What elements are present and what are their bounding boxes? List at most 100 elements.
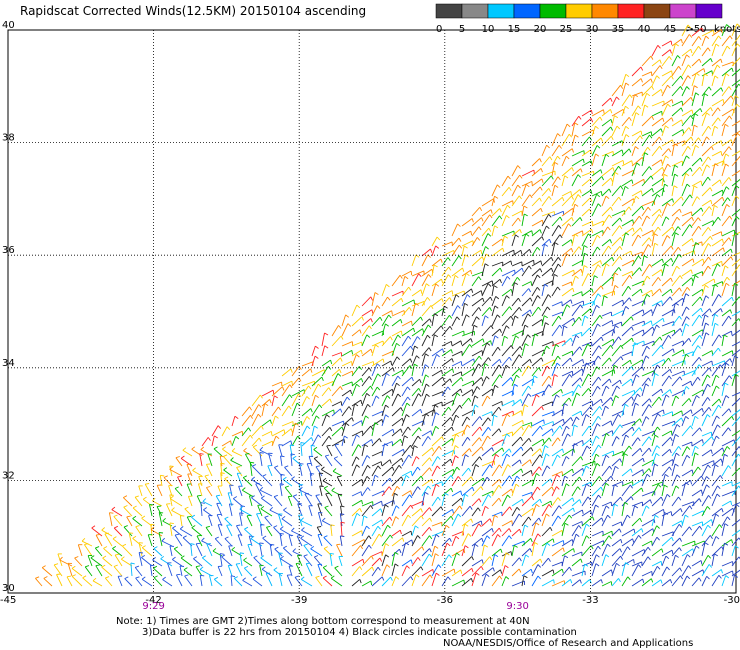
wind-barb bbox=[641, 294, 648, 307]
wind-barb bbox=[273, 496, 283, 507]
wind-barb bbox=[300, 579, 313, 587]
wind-barb-flag bbox=[392, 367, 395, 372]
wind-barb-flag bbox=[614, 325, 619, 329]
wind-barb-flag bbox=[661, 548, 664, 553]
wind-barb-flag bbox=[647, 147, 651, 151]
wind-barb bbox=[721, 382, 726, 397]
wind-barb-flag bbox=[650, 309, 653, 314]
wind-barb bbox=[551, 286, 558, 297]
wind-barb bbox=[228, 545, 233, 557]
wind-barb bbox=[461, 358, 474, 367]
wind-barb bbox=[581, 228, 592, 237]
wind-barb bbox=[621, 502, 625, 517]
wind-barb-flag bbox=[685, 353, 690, 358]
wind-barb bbox=[691, 475, 702, 487]
wind-barb bbox=[351, 399, 362, 407]
wind-barb bbox=[351, 513, 358, 527]
wind-barb-flag bbox=[627, 546, 631, 551]
wind-barb bbox=[511, 399, 521, 407]
wind-barb bbox=[701, 555, 709, 567]
wind-barb bbox=[441, 469, 454, 477]
wind-barb-flag bbox=[662, 318, 665, 323]
wind-barb-flag bbox=[518, 297, 521, 302]
wind-barb-flag bbox=[371, 309, 374, 314]
wind-barb-flag bbox=[635, 402, 639, 406]
wind-barb-flag bbox=[600, 137, 604, 142]
wind-barbs bbox=[35, 23, 740, 587]
wind-barb bbox=[701, 519, 712, 527]
wind-barb-flag bbox=[424, 364, 429, 368]
wind-barb bbox=[451, 244, 460, 257]
wind-barb bbox=[229, 484, 233, 497]
wind-barb bbox=[601, 328, 615, 337]
wind-barb-flag bbox=[576, 392, 581, 396]
wind-barb-flag bbox=[249, 406, 252, 411]
wind-barb bbox=[671, 485, 677, 497]
wind-barb-flag bbox=[291, 476, 295, 480]
wind-barb-flag bbox=[351, 350, 354, 355]
wind-barb bbox=[411, 364, 415, 377]
wind-barb-flag bbox=[658, 214, 663, 218]
wind-barb-flag bbox=[401, 458, 404, 463]
wind-barb-flag bbox=[374, 474, 379, 478]
wind-barb-flag bbox=[680, 86, 683, 91]
wind-barb-flag bbox=[574, 233, 579, 237]
wind-barb bbox=[591, 366, 598, 377]
wind-barb-flag bbox=[112, 536, 117, 540]
wind-barb-flag bbox=[407, 426, 411, 431]
wind-barb bbox=[531, 357, 542, 367]
wind-barb bbox=[601, 150, 614, 157]
wind-barb bbox=[531, 425, 541, 437]
wind-barb-flag bbox=[520, 436, 523, 441]
wind-barb-flag bbox=[573, 443, 578, 446]
wind-barb bbox=[471, 507, 479, 517]
latitude-label: 32 bbox=[2, 470, 15, 481]
wind-barb bbox=[381, 524, 388, 537]
wind-barb bbox=[671, 129, 684, 137]
wind-barb bbox=[441, 417, 451, 427]
wind-barb bbox=[691, 157, 701, 167]
wind-barb bbox=[451, 548, 465, 557]
wind-barb bbox=[691, 489, 702, 497]
wind-barb bbox=[323, 537, 333, 547]
wind-barb-flag bbox=[274, 546, 279, 550]
wind-barb bbox=[236, 467, 243, 477]
wind-barb bbox=[721, 561, 733, 567]
wind-barb bbox=[451, 530, 464, 537]
wind-barb-flag bbox=[690, 409, 693, 414]
wind-barb bbox=[531, 558, 541, 567]
wind-barb-flag bbox=[556, 474, 561, 478]
wind-barb-flag bbox=[704, 93, 709, 97]
wind-barb-flag bbox=[590, 109, 593, 115]
wind-barb bbox=[551, 176, 559, 187]
wind-barb bbox=[481, 518, 491, 527]
wind-barb bbox=[661, 555, 667, 567]
wind-barb-flag bbox=[306, 425, 311, 430]
wind-barb-flag bbox=[242, 487, 246, 491]
wind-barb-flag bbox=[200, 446, 205, 450]
wind-barb bbox=[661, 235, 668, 247]
wind-barb-flag bbox=[288, 405, 292, 410]
wind-barb-flag bbox=[442, 348, 445, 353]
wind-barb bbox=[321, 398, 331, 407]
wind-barb bbox=[721, 362, 727, 377]
wind-barb bbox=[691, 510, 704, 517]
wind-barb-flag bbox=[360, 399, 363, 405]
wind-barb bbox=[441, 290, 453, 297]
wind-barb-flag bbox=[631, 426, 635, 431]
wind-barb-flag bbox=[670, 437, 673, 442]
wind-barb bbox=[591, 355, 599, 367]
wind-barb bbox=[631, 196, 637, 207]
wind-barb-flag bbox=[290, 453, 295, 456]
wind-barb-flag bbox=[639, 135, 643, 140]
wind-barb-flag bbox=[121, 556, 125, 560]
wind-barb bbox=[202, 500, 213, 507]
wind-barb-flag bbox=[620, 185, 624, 190]
wind-barb bbox=[301, 408, 312, 417]
wind-barb-flag bbox=[596, 234, 601, 239]
wind-barb-flag bbox=[213, 446, 218, 450]
wind-barb bbox=[641, 55, 652, 67]
wind-barb-flag bbox=[480, 520, 483, 525]
wind-barb bbox=[561, 507, 574, 517]
wind-barb bbox=[721, 334, 725, 347]
